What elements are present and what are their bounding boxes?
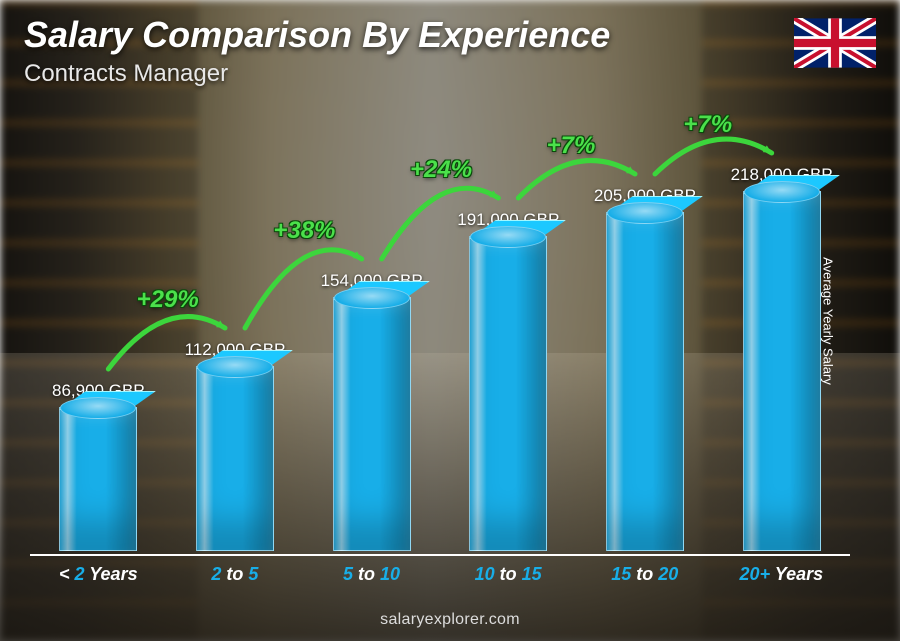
uk-flag-icon — [794, 18, 876, 68]
chart-subtitle: Contracts Manager — [24, 60, 610, 88]
bar-3: 191,000 GBP — [440, 210, 577, 551]
footer-credit: salaryexplorer.com — [0, 611, 900, 629]
growth-pct-label: +38% — [273, 217, 335, 245]
growth-pct-label: +24% — [410, 156, 472, 184]
growth-pct-label: +7% — [683, 111, 732, 139]
x-label: 5 to 10 — [303, 556, 440, 585]
x-label: 20+ Years — [713, 556, 850, 585]
bar-1: 112,000 GBP — [167, 340, 304, 551]
x-label: 10 to 15 — [440, 556, 577, 585]
bar-5: 218,000 GBP — [713, 165, 850, 551]
bar-0: 86,900 GBP — [30, 381, 167, 551]
bars-container: 86,900 GBP112,000 GBP154,000 GBP191,000 … — [30, 140, 850, 551]
bar-rect — [59, 407, 137, 551]
header: Salary Comparison By Experience Contract… — [24, 14, 610, 88]
bar-rect — [743, 191, 821, 551]
x-label: < 2 Years — [30, 556, 167, 585]
bar-rect — [606, 212, 684, 551]
x-label: 2 to 5 — [167, 556, 304, 585]
bar-4: 205,000 GBP — [577, 186, 714, 551]
bar-rect — [196, 366, 274, 551]
x-label: 15 to 20 — [576, 556, 713, 585]
chart-title: Salary Comparison By Experience — [24, 14, 610, 56]
bar-rect — [469, 236, 547, 551]
bar-chart: 86,900 GBP112,000 GBP154,000 GBP191,000 … — [30, 140, 850, 585]
bar-rect — [333, 297, 411, 551]
bar-2: 154,000 GBP — [303, 271, 440, 551]
growth-pct-label: +7% — [547, 132, 596, 160]
x-axis: < 2 Years2 to 55 to 1010 to 1515 to 2020… — [30, 554, 850, 585]
growth-pct-label: +29% — [137, 286, 199, 314]
content: Salary Comparison By Experience Contract… — [0, 0, 900, 641]
